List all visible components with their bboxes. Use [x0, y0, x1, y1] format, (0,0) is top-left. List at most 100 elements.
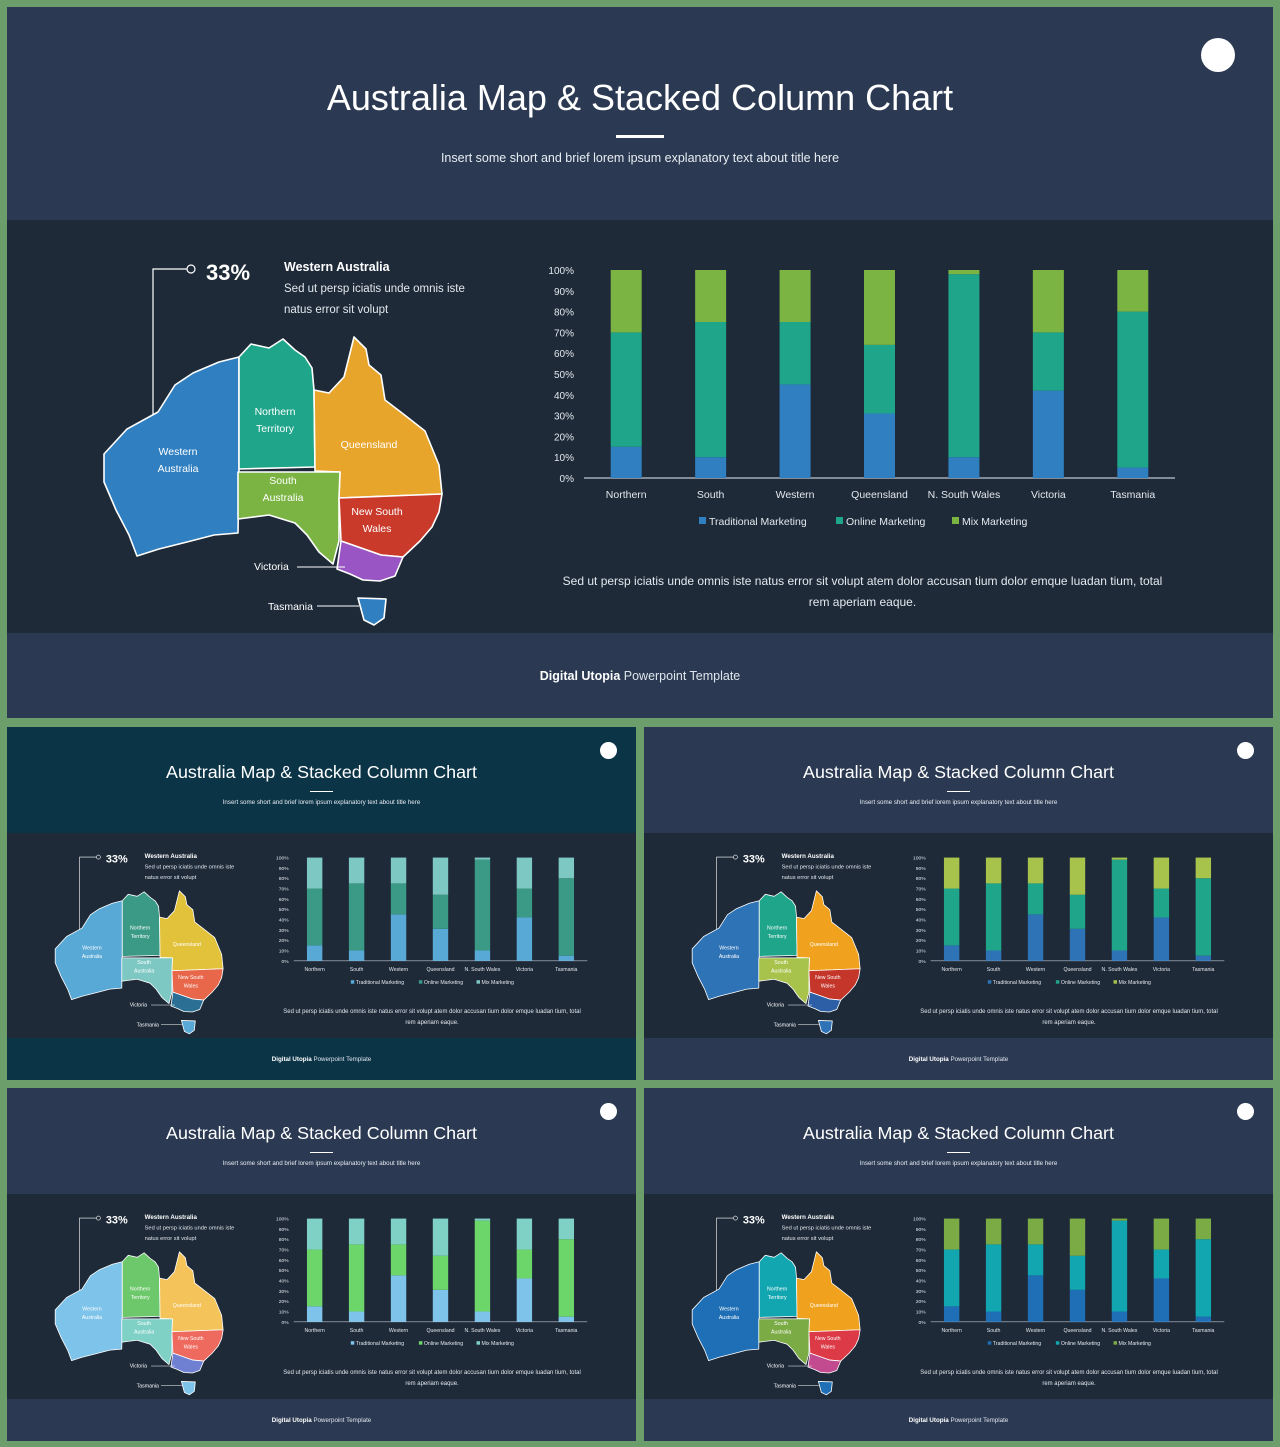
- bar-segment-1: [779, 322, 811, 385]
- slide-ocean[interactable]: Australia Map & Stacked Column Chart Ins…: [644, 1088, 1273, 1441]
- map-label-south-australia: Australia: [771, 968, 791, 974]
- legend-label: Traditional Marketing: [709, 516, 807, 528]
- x-tick-label: Tasmania: [555, 1328, 577, 1334]
- bar-segment-0: [1111, 950, 1128, 961]
- bar-segment-1: [558, 878, 575, 956]
- bar-segment-2: [948, 270, 980, 275]
- x-tick-label: Northern: [305, 967, 325, 973]
- map-label-queensland: Queensland: [173, 1303, 201, 1309]
- map-label-south-australia: Australia: [771, 1329, 791, 1335]
- bar-segment-1: [1111, 1220, 1128, 1312]
- bar-segment-2: [864, 270, 895, 345]
- bar-segment-1: [985, 1244, 1002, 1312]
- x-tick-label: Queensland: [1063, 1328, 1091, 1334]
- x-tick-label: N. South Wales: [928, 489, 1001, 501]
- callout-line: [79, 856, 97, 930]
- bar-segment-2: [1027, 857, 1044, 884]
- slide-header: [644, 727, 1273, 833]
- y-tick-label: 10%: [554, 453, 574, 464]
- map-group: 33% Western Australia Sed ut persp iciatis…: [691, 853, 871, 1035]
- legend-swatch-0: [350, 980, 355, 984]
- slide-graphics: 33% Western Australia Sed ut persp iciatis…: [103, 260, 1175, 626]
- bar-segment-0: [474, 1311, 491, 1322]
- bar-segment-0: [943, 1306, 960, 1322]
- bar-segment-0: [943, 945, 960, 961]
- y-tick-label: 0%: [282, 959, 290, 965]
- bar-segment-0: [390, 1275, 407, 1322]
- bar-segment-1: [1195, 1239, 1212, 1317]
- slide-main[interactable]: Australia Map & Stacked Column Chart Ins…: [7, 7, 1273, 718]
- bar-segment-0: [695, 457, 727, 478]
- x-tick-label: Tasmania: [1110, 489, 1155, 501]
- map-label-victoria: Victoria: [254, 561, 289, 573]
- x-tick-label: N. South Wales: [464, 1328, 500, 1334]
- y-tick-label: 100%: [913, 856, 926, 862]
- bar-segment-1: [1111, 859, 1128, 951]
- circle-icon: [600, 742, 618, 760]
- bar-segment-2: [943, 857, 960, 889]
- footer-brand: Digital Utopia: [271, 1416, 312, 1424]
- bar-segment-2: [558, 857, 575, 879]
- legend-label: Online Marketing: [424, 980, 463, 986]
- chart-group: 0% 10% 20% 30% 40% 50% 60% 70% 80% 90% 100% Norther…: [276, 1217, 588, 1347]
- y-tick-label: 50%: [279, 1268, 290, 1274]
- footer-text: Digital Utopia Powerpoint Template: [644, 1056, 1273, 1063]
- bar-segment-2: [1069, 857, 1086, 895]
- map-label-south-australia: Australia: [263, 492, 304, 504]
- y-tick-label: 40%: [916, 918, 927, 924]
- bar-segment-0: [558, 1316, 575, 1322]
- bar-segment-0: [779, 384, 811, 478]
- x-tick-label: Western: [1026, 967, 1045, 973]
- map-label-tasmania: Tasmania: [774, 1022, 796, 1028]
- callout-dot-icon: [186, 264, 196, 274]
- bar-segment-2: [1069, 1218, 1086, 1256]
- legend-label: Mix Marketing: [1118, 1341, 1151, 1347]
- map-label-territory: Territory: [131, 934, 150, 940]
- description-line-1: Sed ut persp iciatis unde omnis iste nat…: [920, 1009, 1218, 1016]
- map-group: 33% Western Australia Sed ut persp iciatis…: [103, 260, 465, 626]
- map-label-northern: Northern: [130, 926, 150, 932]
- x-tick-label: N. South Wales: [1101, 1328, 1137, 1334]
- y-tick-label: 40%: [916, 1279, 927, 1285]
- bar-segment-1: [348, 1244, 365, 1312]
- y-tick-label: 80%: [279, 876, 290, 882]
- map-label-tasmania: Tasmania: [137, 1383, 159, 1389]
- bar-segment-2: [516, 1218, 533, 1250]
- chart-group: 0% 10% 20% 30% 40% 50% 60% 70% 80% 90% 100% Norther…: [913, 1217, 1225, 1347]
- title-underline: [946, 1151, 971, 1154]
- bar-segment-1: [1027, 883, 1044, 915]
- legend-label: Online Marketing: [1061, 980, 1100, 986]
- slide-dark[interactable]: Australia Map & Stacked Column Chart Ins…: [644, 727, 1273, 1080]
- map-south-australia: [237, 471, 341, 565]
- map-tasmania: [817, 1381, 833, 1396]
- map-group: 33% Western Australia Sed ut persp iciatis…: [54, 853, 234, 1035]
- callout-percent: 33%: [743, 854, 765, 866]
- y-tick-label: 0%: [919, 959, 927, 965]
- slide-light[interactable]: Australia Map & Stacked Column Chart Ins…: [7, 1088, 636, 1441]
- bar-segment-2: [516, 857, 533, 889]
- map-label-queensland: Queensland: [173, 942, 201, 948]
- bar-segment-1: [306, 888, 323, 946]
- bar-segment-0: [1195, 955, 1212, 961]
- map-label-south: South: [774, 1321, 788, 1327]
- bar-segment-2: [348, 1218, 365, 1245]
- x-tick-label: Tasmania: [555, 967, 577, 973]
- slide-header: [7, 1088, 636, 1194]
- callout-line: [152, 268, 187, 415]
- circle-icon: [1237, 742, 1255, 760]
- map-tasmania: [817, 1020, 833, 1035]
- bar-segment-1: [558, 1239, 575, 1317]
- map-northern-territory: [121, 1252, 161, 1318]
- slide-teal[interactable]: Australia Map & Stacked Column Chart Ins…: [7, 727, 636, 1080]
- x-tick-label: Tasmania: [1192, 1328, 1214, 1334]
- slide-subtitle: Insert some short and brief lorem ipsum …: [222, 1159, 421, 1167]
- description-line-1: Sed ut persp iciatis unde omnis iste nat…: [920, 1370, 1218, 1377]
- map-western-australia: [691, 1261, 760, 1361]
- map-label-australia: Australia: [719, 1315, 739, 1321]
- y-tick-label: 70%: [916, 887, 927, 893]
- bar-segment-2: [985, 857, 1002, 884]
- footer-template: Powerpoint Template: [948, 1055, 1009, 1063]
- y-tick-label: 100%: [276, 856, 289, 862]
- bar-segment-0: [432, 928, 449, 961]
- legend-swatch-1: [836, 517, 843, 524]
